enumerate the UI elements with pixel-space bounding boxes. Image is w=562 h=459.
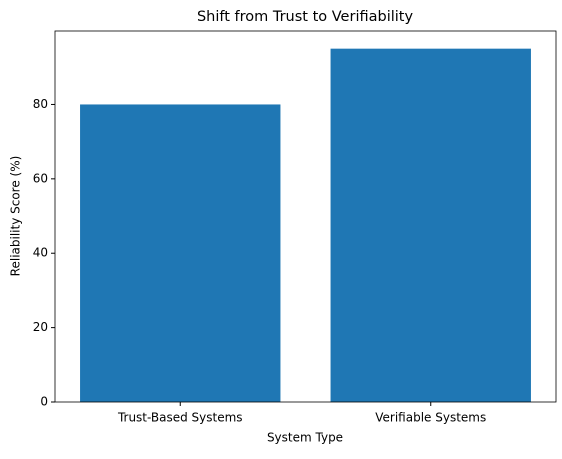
y-tick-label: 20 <box>33 320 48 334</box>
bar <box>80 104 281 402</box>
x-tick-label: Verifiable Systems <box>375 411 486 425</box>
bar <box>330 48 531 403</box>
x-axis-label: System Type <box>267 431 343 445</box>
y-axis-label: Reliability Score (%) <box>9 156 23 277</box>
plot-frame <box>54 30 557 403</box>
x-tick-label: Trust-Based Systems <box>117 411 243 425</box>
y-tick-label: 40 <box>33 246 48 260</box>
y-tick-label: 80 <box>33 97 48 111</box>
y-tick-label: 60 <box>33 171 48 185</box>
chart-title: Shift from Trust to Verifiability <box>197 9 414 25</box>
y-tick-label: 0 <box>40 395 48 409</box>
